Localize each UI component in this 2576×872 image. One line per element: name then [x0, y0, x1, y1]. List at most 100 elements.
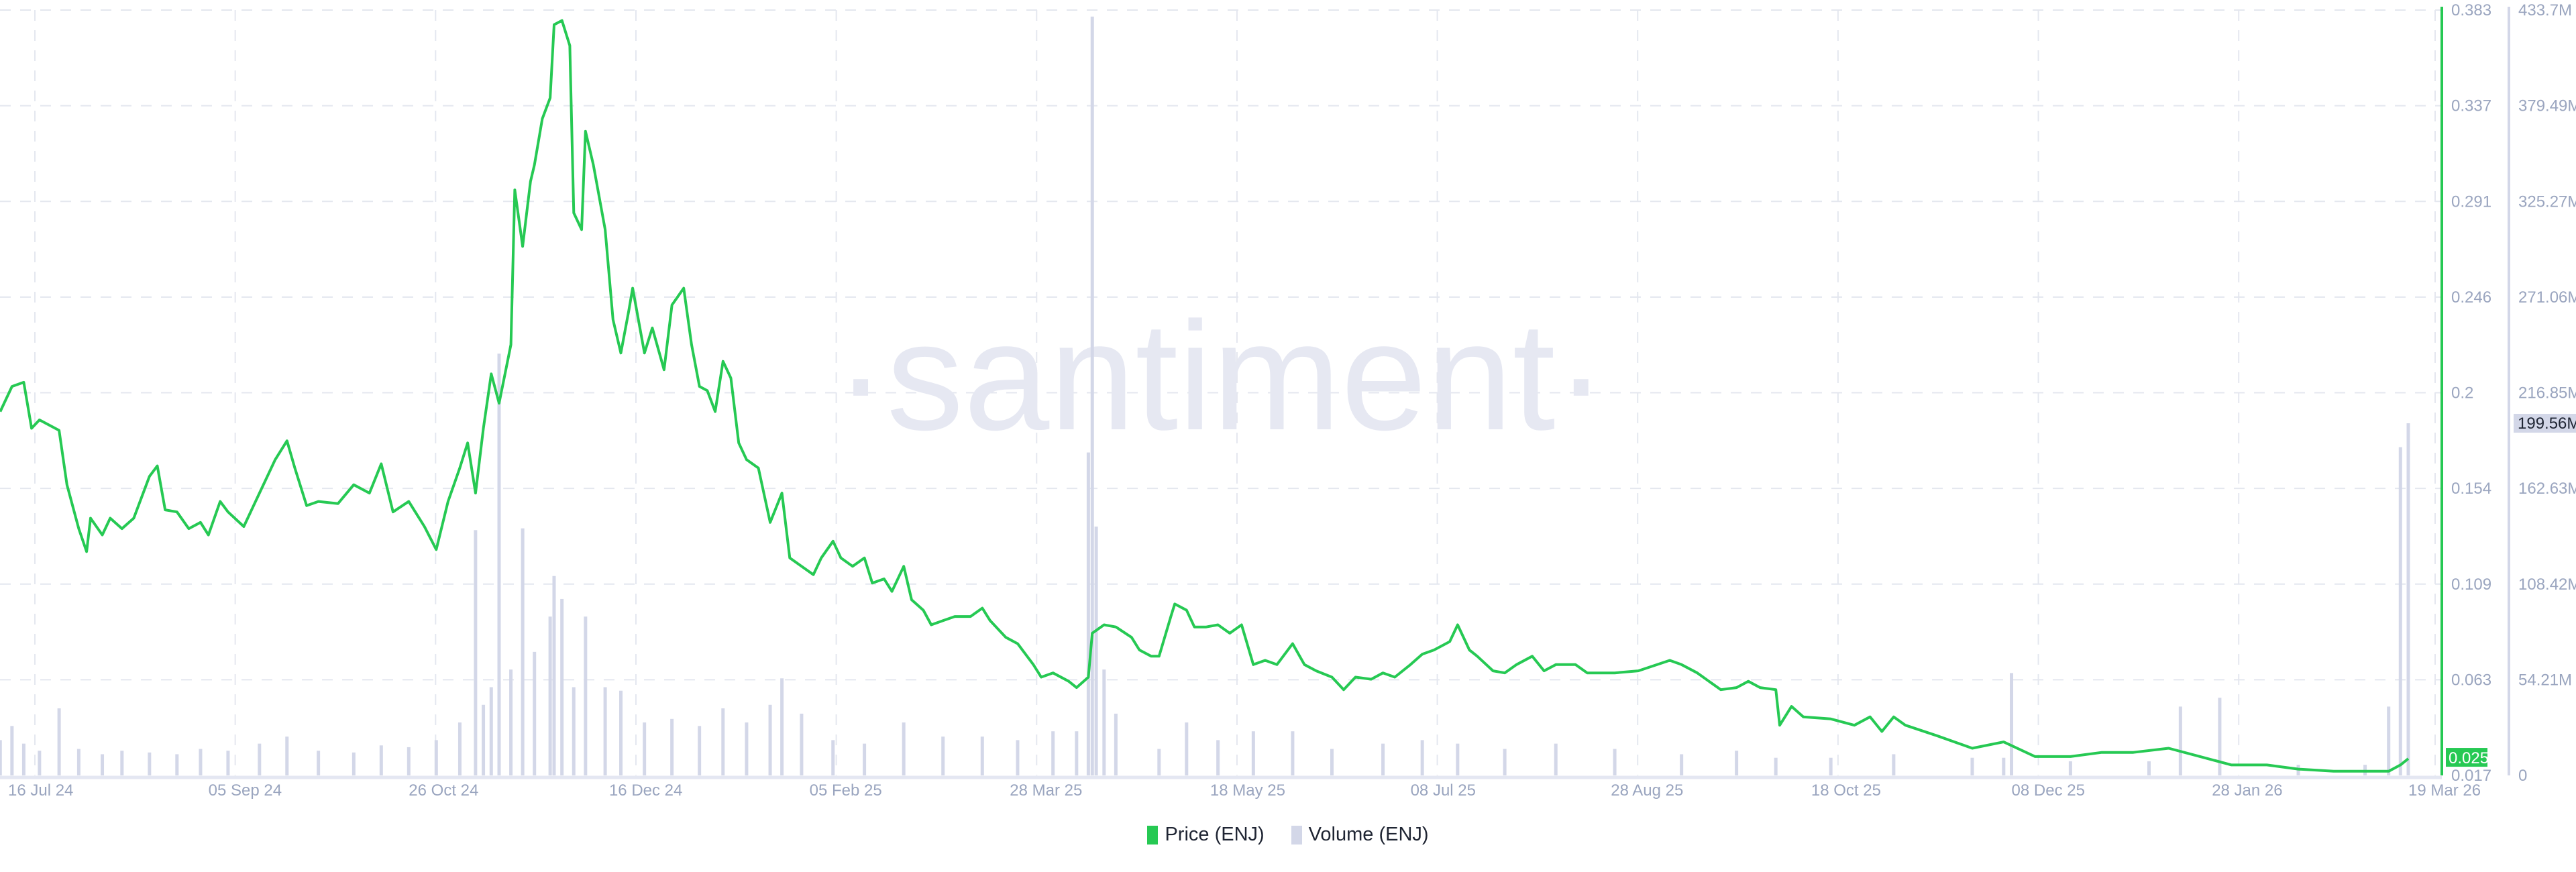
- price-tick-label: 0.109: [2451, 576, 2491, 594]
- volume-bar: [745, 722, 749, 775]
- volume-bar: [1680, 754, 1684, 775]
- volume-bar: [1420, 740, 1424, 775]
- volume-bar: [1114, 713, 1118, 775]
- volume-bar: [603, 687, 607, 775]
- x-tick-label: 19 Mar 26: [2408, 781, 2481, 800]
- volume-bar: [474, 530, 478, 775]
- volume-bar: [2387, 706, 2391, 775]
- x-tick-label: 28 Aug 25: [1611, 781, 1683, 800]
- current-volume-label: 199.56M: [2518, 415, 2576, 433]
- volume-bar: [2218, 698, 2222, 775]
- volume-bar: [199, 749, 203, 775]
- volume-bar: [1051, 731, 1055, 775]
- volume-tick-label: 216.85M: [2518, 384, 2576, 402]
- volume-bar: [1970, 757, 1974, 775]
- volume-swatch: [1291, 825, 1302, 844]
- volume-bar: [38, 751, 42, 775]
- x-tick-label: 18 May 25: [1210, 781, 1285, 800]
- volume-bar: [489, 687, 493, 775]
- volume-tick-label: 108.42M: [2518, 576, 2576, 594]
- x-tick-label: 28 Mar 25: [1010, 781, 1082, 800]
- volume-bar: [497, 353, 501, 775]
- volume-bar: [1075, 731, 1079, 775]
- volume-bar: [2178, 706, 2182, 775]
- volume-bar: [509, 669, 513, 775]
- volume-bar: [584, 616, 588, 775]
- legend-label-volume: Volume (ENJ): [1308, 824, 1429, 845]
- volume-bar: [0, 740, 2, 775]
- volume-tick-label: 379.49M: [2518, 97, 2576, 115]
- volume-bar: [980, 737, 984, 775]
- volume-bar: [1251, 731, 1255, 775]
- volume-bar: [941, 737, 945, 775]
- legend-label-price: Price (ENJ): [1165, 824, 1265, 845]
- price-tick-label: 0.017: [2451, 767, 2491, 785]
- volume-bar: [698, 726, 702, 775]
- volume-bar: [670, 718, 674, 775]
- volume-bar: [1086, 452, 1090, 775]
- volume-bar: [768, 704, 772, 775]
- volume-bar: [2398, 447, 2402, 775]
- price-tick-label: 0.154: [2451, 480, 2491, 498]
- volume-bar: [1090, 16, 1094, 776]
- volume-bar: [1016, 740, 1020, 775]
- volume-bar: [379, 745, 383, 775]
- volume-tick-label: 54.21M: [2518, 671, 2572, 689]
- volume-bar: [560, 598, 564, 775]
- volume-bar: [1735, 751, 1739, 775]
- volume-bar: [226, 751, 230, 775]
- x-tick-label: 16 Dec 24: [609, 781, 682, 800]
- volume-bar: [619, 690, 623, 775]
- legend-item-volume[interactable]: Volume (ENJ): [1291, 824, 1429, 846]
- volume-bar: [800, 713, 804, 775]
- legend: Price (ENJ) Volume (ENJ): [0, 824, 2576, 846]
- volume-bar: [458, 722, 462, 775]
- volume-bar: [863, 743, 867, 775]
- volume-tick-label: 162.63M: [2518, 480, 2576, 498]
- volume-bar: [1613, 749, 1617, 775]
- price-tick-label: 0.337: [2451, 97, 2491, 115]
- watermark: ·santiment·: [835, 290, 1607, 462]
- price-tick-label: 0.291: [2451, 193, 2491, 211]
- price-tick-label: 0.246: [2451, 288, 2491, 307]
- volume-tick-label: 325.27M: [2518, 193, 2576, 211]
- volume-bar: [148, 752, 152, 775]
- price-tick-label: 0.383: [2451, 1, 2491, 19]
- volume-bar: [1774, 757, 1778, 775]
- x-tick-label: 18 Oct 25: [1811, 781, 1881, 800]
- volume-bar: [643, 722, 647, 775]
- volume-bar: [57, 708, 61, 775]
- x-tick-label: 16 Jul 24: [8, 781, 73, 800]
- price-tick-label: 0.063: [2451, 671, 2491, 689]
- volume-bar: [1381, 743, 1385, 775]
- volume-bar: [101, 754, 105, 775]
- volume-bar: [1892, 754, 1896, 775]
- volume-bar: [1102, 669, 1106, 775]
- x-tick-label: 05 Feb 25: [810, 781, 882, 800]
- volume-bar: [1456, 743, 1460, 775]
- x-tick-label: 26 Oct 24: [409, 781, 478, 800]
- x-tick-label: 05 Sep 24: [209, 781, 282, 800]
- volume-bar: [10, 726, 14, 775]
- current-price-label: 0.025: [2449, 749, 2489, 767]
- volume-bar: [2147, 761, 2151, 775]
- volume-bar: [552, 576, 556, 775]
- price-tick-label: 0.2: [2451, 384, 2473, 402]
- volume-bar: [902, 722, 906, 775]
- volume-bar: [407, 747, 411, 775]
- volume-bar: [2002, 757, 2006, 775]
- volume-bar: [1330, 749, 1334, 775]
- volume-bar: [1185, 722, 1189, 775]
- volume-tick-label: 433.7M: [2518, 1, 2572, 19]
- volume-bar: [2406, 423, 2410, 775]
- volume-bar: [548, 616, 552, 775]
- x-tick-label: 08 Jul 25: [1411, 781, 1476, 800]
- volume-bar: [1554, 743, 1558, 775]
- volume-bar: [76, 749, 80, 775]
- volume-bar: [831, 740, 835, 775]
- current-price-badge: [2446, 748, 2487, 767]
- legend-item-price[interactable]: Price (ENJ): [1147, 824, 1265, 846]
- volume-bar: [2010, 673, 2014, 775]
- volume-bar: [2068, 761, 2072, 775]
